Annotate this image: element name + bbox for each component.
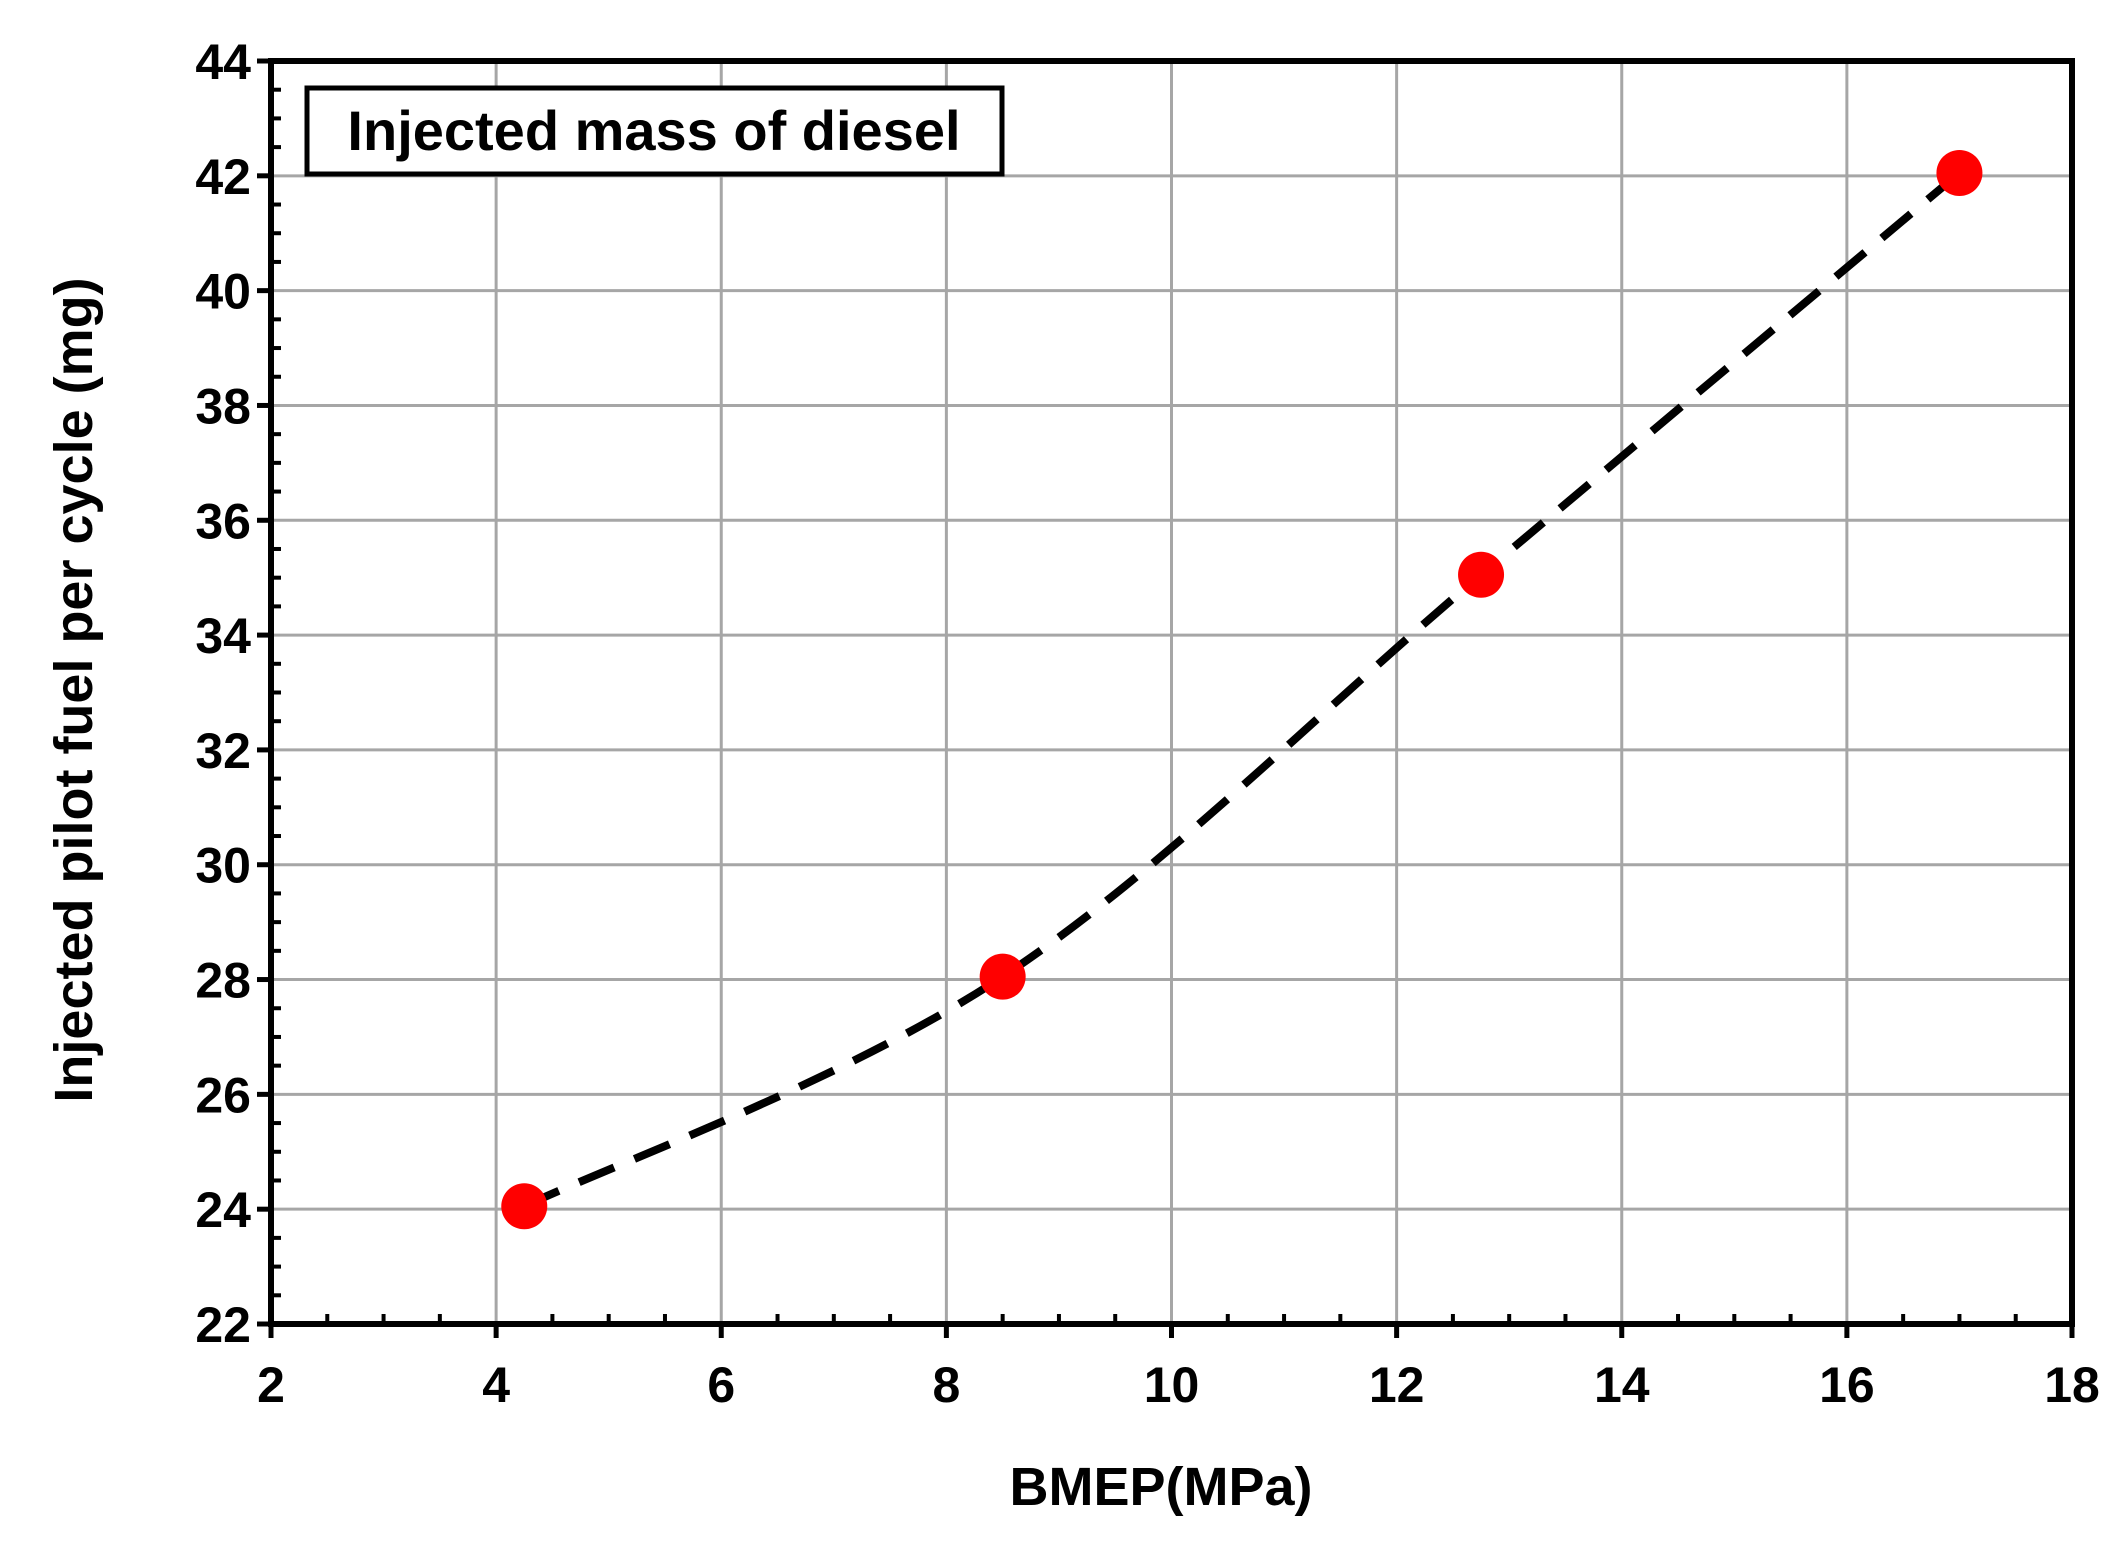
y-axis-title: Injected pilot fuel per cycle (mg) [44,277,104,1102]
y-tick-label: 42 [195,149,251,205]
x-tick-label: 4 [482,1357,510,1413]
legend-box: Injected mass of diesel [304,85,1005,177]
x-tick-label: 6 [707,1357,735,1413]
x-tick-labels: 2 4 6 8 10 12 14 16 18 [257,1357,2100,1413]
y-tick-label: 32 [195,723,251,779]
y-tick-label: 24 [195,1182,251,1238]
x-tick-label: 8 [932,1357,960,1413]
grid-layer [271,61,2072,1324]
x-tick-label: 14 [1594,1357,1650,1413]
points-layer [501,149,1983,1230]
x-axis-title: BMEP(MPa) [1009,1457,1312,1517]
data-point [1458,551,1505,598]
y-tick-label: 38 [195,378,251,434]
y-tick-label: 28 [195,953,251,1009]
legend-frame [304,85,1005,177]
y-tick-label: 40 [195,264,251,320]
y-tick-label: 30 [195,838,251,894]
x-tick-label: 16 [1819,1357,1875,1413]
trend-line [522,169,1963,1210]
x-tick-label: 18 [2044,1357,2100,1413]
legend-label: Injected mass of diesel [347,99,960,162]
y-tick-label: 44 [195,34,251,90]
y-tick-label: 26 [195,1067,251,1123]
x-tick-label: 2 [257,1357,285,1413]
x-tick-label: 12 [1369,1357,1425,1413]
data-point [1936,149,1983,196]
x-tick-label: 10 [1144,1357,1200,1413]
data-point [979,953,1026,1000]
plot-frame [268,58,2075,1327]
y-tick-label: 34 [195,608,251,664]
y-tick-labels: 22 24 26 28 30 32 34 36 38 40 42 44 [195,34,251,1353]
minor-tick-layer [271,87,2018,1324]
y-tick-label: 36 [195,493,251,549]
data-point [501,1183,548,1230]
major-tick-layer [257,58,2075,1338]
y-tick-label: 22 [195,1297,251,1353]
